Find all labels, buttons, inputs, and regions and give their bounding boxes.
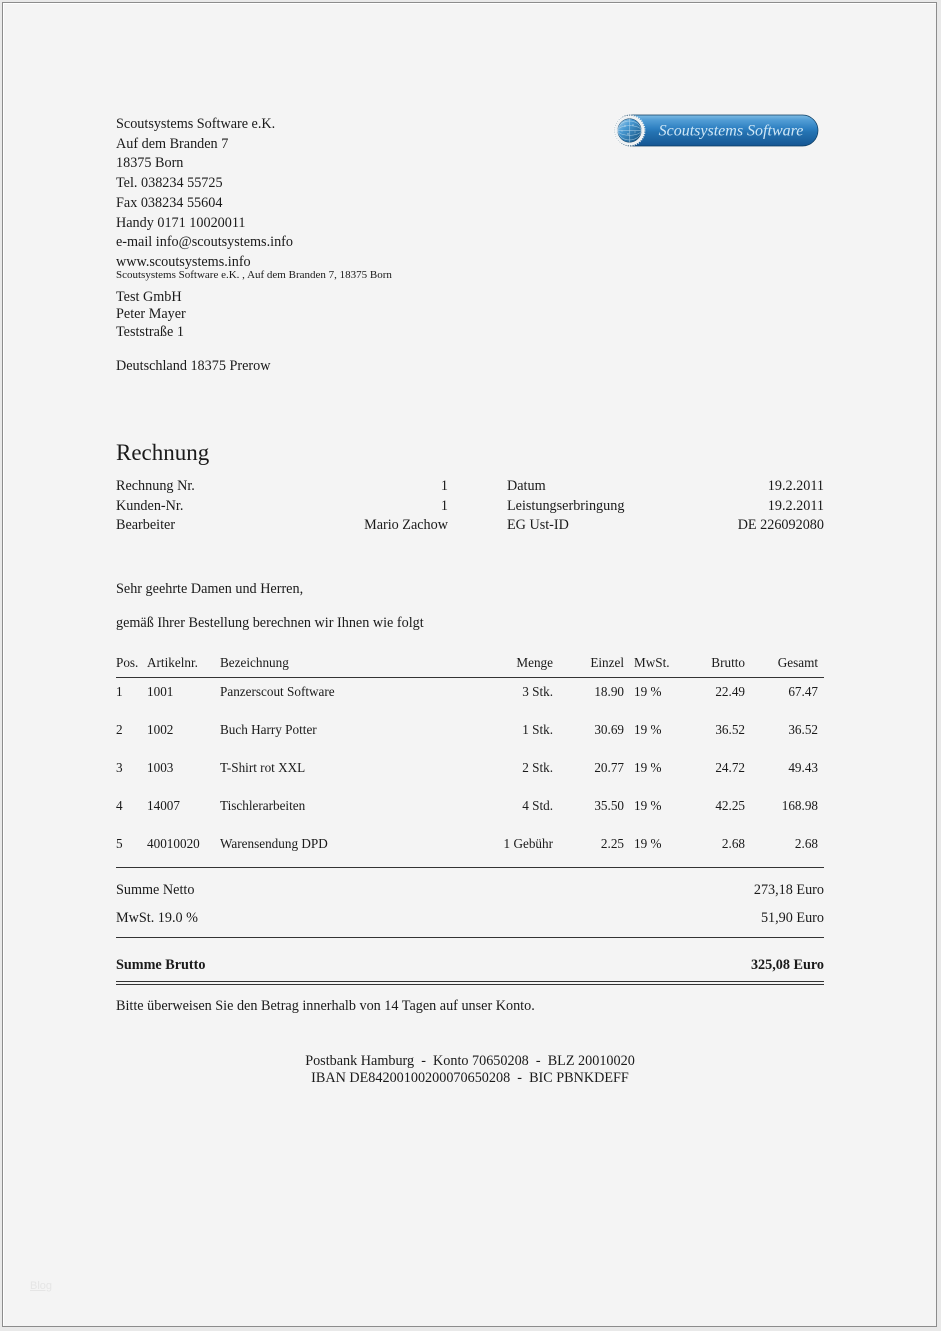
svg-text:Scoutsystems Software: Scoutsystems Software (659, 123, 804, 140)
